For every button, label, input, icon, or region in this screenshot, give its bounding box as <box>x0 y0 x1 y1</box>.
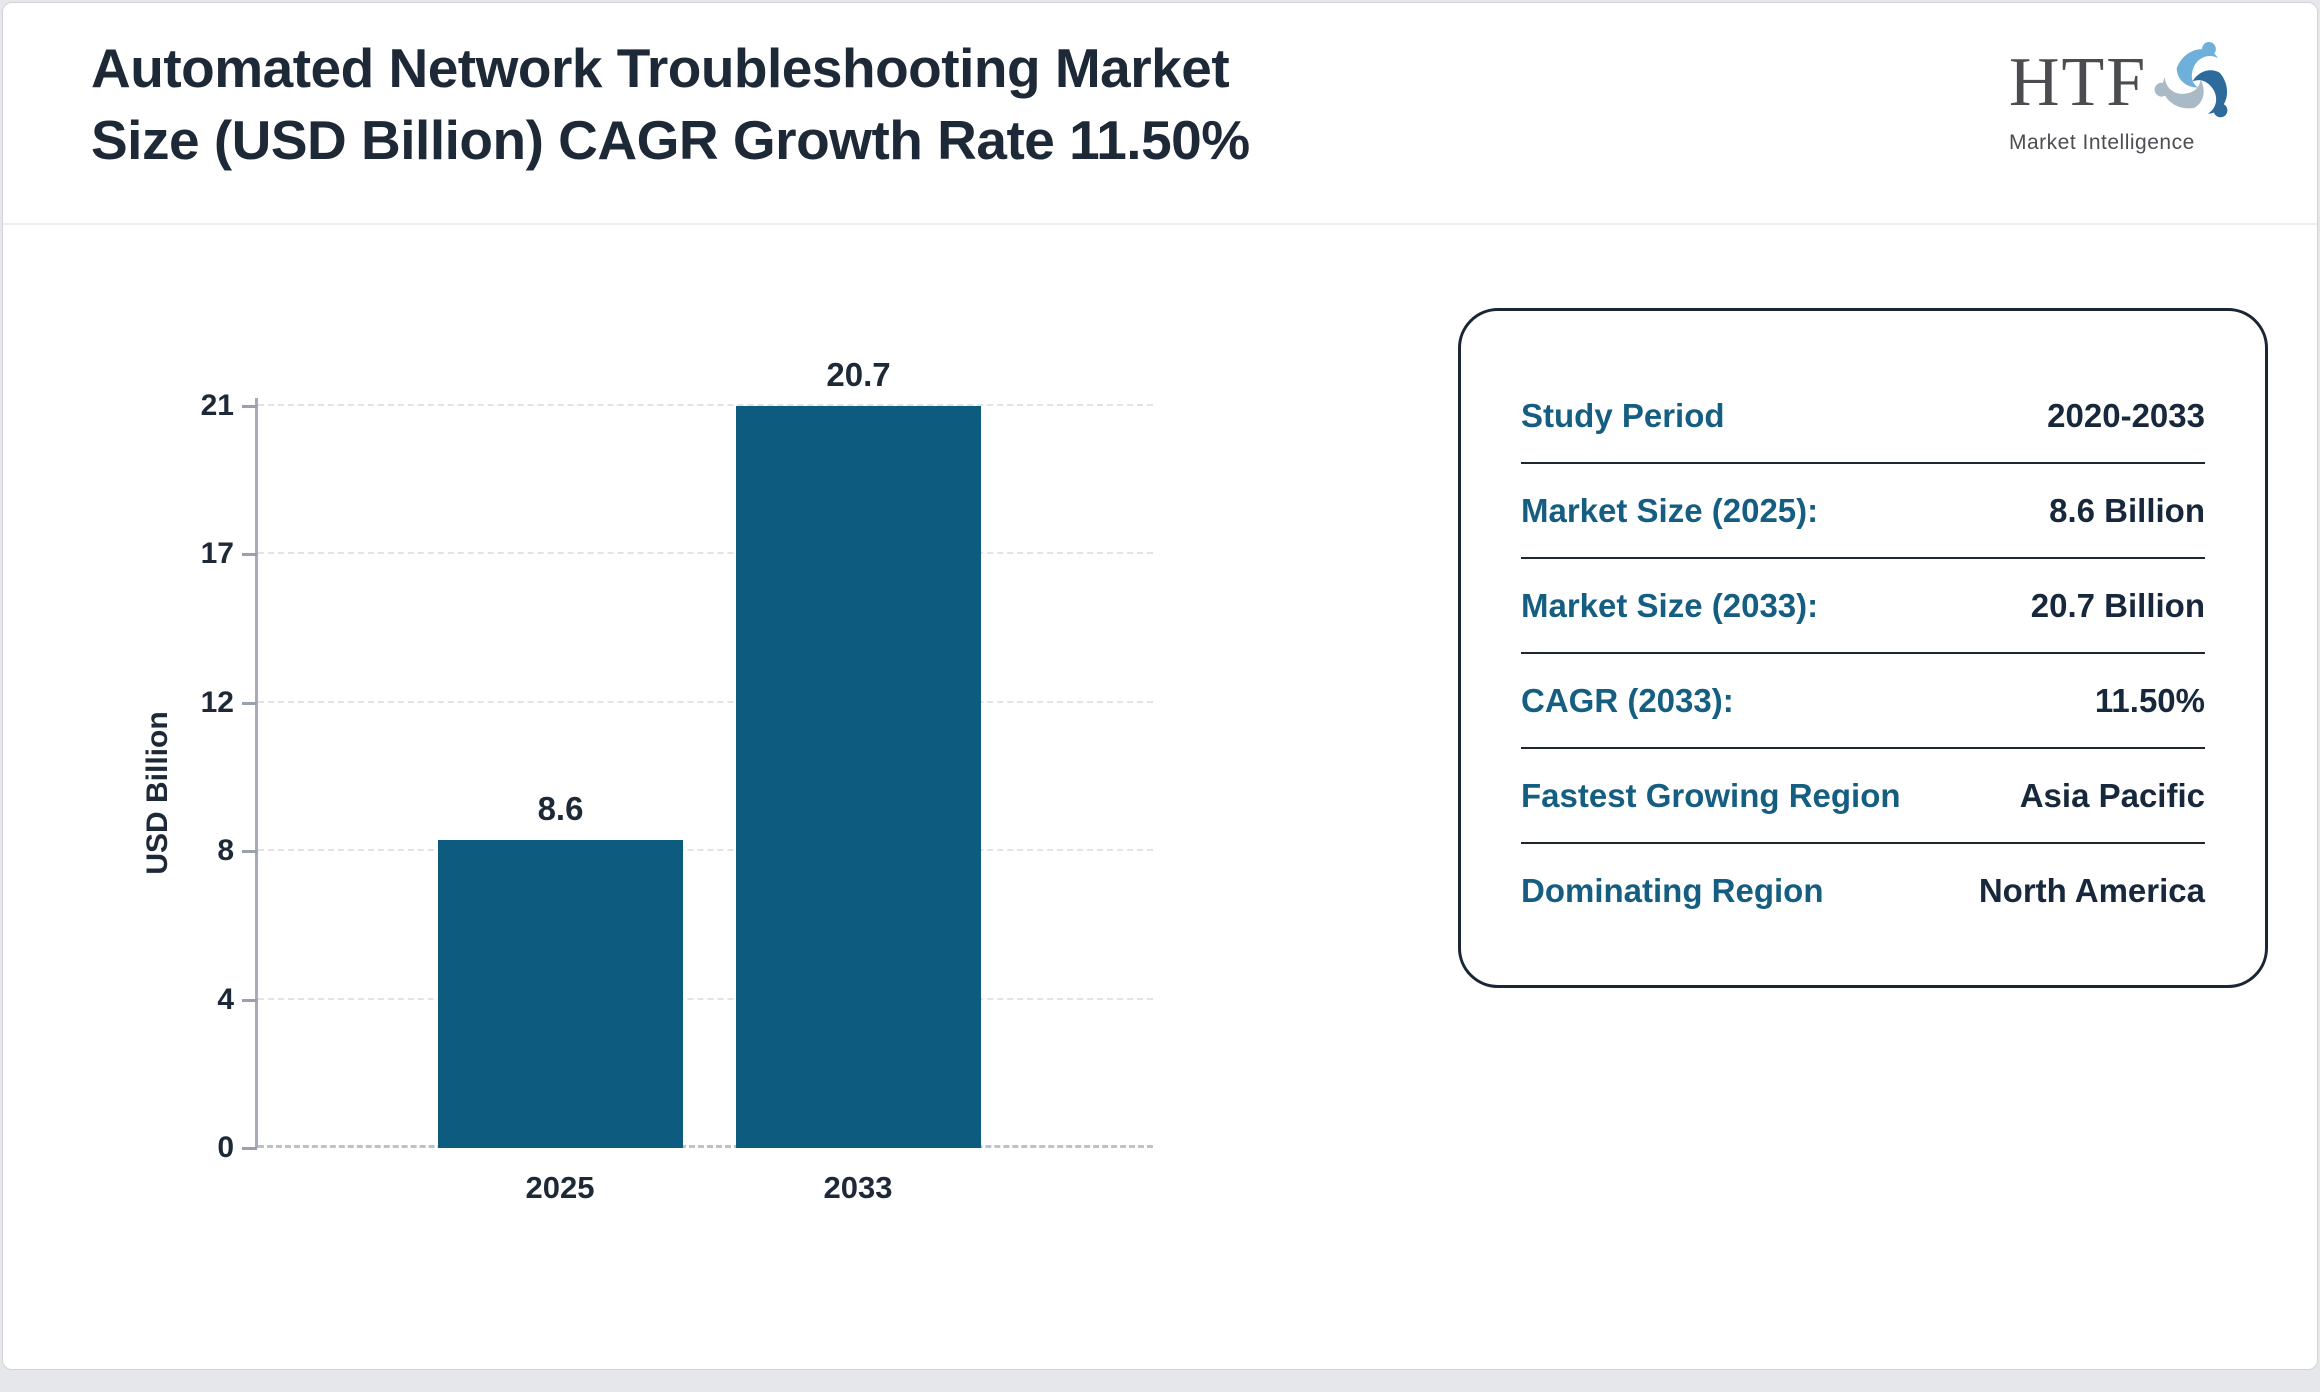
summary-label: CAGR (2033): <box>1521 681 1734 719</box>
htf-logo-subtitle: Market Intelligence <box>2009 131 2195 154</box>
summary-label: Dominating Region <box>1521 871 1824 909</box>
page-title-line-2: Size (USD Billion) CAGR Growth Rate 11.5… <box>91 108 1250 171</box>
summary-label: Market Size (2025): <box>1521 491 1819 529</box>
htf-swirl-icon <box>2151 42 2243 122</box>
summary-value: 11.50% <box>2094 681 2205 719</box>
gridline <box>258 404 1153 406</box>
gridline <box>258 552 1153 555</box>
bar-2025: 8.6 <box>438 790 683 1148</box>
y-tick-mark <box>242 553 257 557</box>
summary-row-cagr: CAGR (2033): 11.50% <box>1521 654 2205 749</box>
y-tick-label: 4 <box>217 982 234 1016</box>
y-tick-mark <box>242 1147 257 1150</box>
summary-value: Asia Pacific <box>2019 776 2205 814</box>
y-tick-label: 8 <box>217 834 234 868</box>
htf-logo: HTF Market Intelligence <box>2009 37 2269 155</box>
x-tick-label: 2025 <box>525 1170 595 1205</box>
summary-row-market-size-2025: Market Size (2025): 8.6 Billion <box>1521 464 2205 559</box>
summary-row-dominating-region: Dominating Region North America <box>1521 844 2205 937</box>
gridline <box>258 997 1153 1000</box>
y-tick-label: 17 <box>200 537 234 571</box>
y-tick-mark <box>242 998 257 1002</box>
y-axis-line <box>255 398 258 1148</box>
gridline <box>258 849 1153 852</box>
summary-row-fastest-growing-region: Fastest Growing Region Asia Pacific <box>1521 749 2205 844</box>
market-summary-panel: Study Period 2020-2033 Market Size (2025… <box>1458 308 2268 988</box>
summary-row-market-size-2033: Market Size (2033): 20.7 Billion <box>1521 559 2205 654</box>
bar-value-label: 20.7 <box>826 356 891 393</box>
summary-value: 20.7 Billion <box>2030 586 2205 624</box>
bar-chart: 0 4 8 12 17 21 8.6 20.7 2025 2033 <box>201 356 1153 1205</box>
gridline <box>258 700 1153 703</box>
bar-value-label: 8.6 <box>537 789 584 827</box>
y-tick-label: 21 <box>200 389 234 422</box>
htf-logo-acronym: HTF <box>2009 44 2148 121</box>
summary-value: North America <box>1978 871 2205 909</box>
y-tick-label: 12 <box>200 685 234 719</box>
header-divider <box>3 223 2317 225</box>
x-tick-label: 2033 <box>823 1170 893 1205</box>
htf-logo-top: HTF <box>2009 37 2269 129</box>
page-title: Automated Network Troubleshooting Market… <box>91 33 1391 176</box>
summary-label: Study Period <box>1521 396 1725 434</box>
summary-value: 2020-2033 <box>2047 396 2205 434</box>
summary-value: 8.6 Billion <box>2049 491 2205 529</box>
y-tick-mark <box>242 850 257 854</box>
y-tick-mark <box>242 701 257 705</box>
bar-2033: 20.7 <box>736 356 981 1148</box>
y-tick-mark <box>242 405 257 408</box>
y-tick-label: 0 <box>217 1131 234 1164</box>
summary-row-study-period: Study Period 2020-2033 <box>1521 369 2205 464</box>
summary-label: Market Size (2033): <box>1521 586 1819 624</box>
summary-label: Fastest Growing Region <box>1521 776 1901 814</box>
page-title-line-1: Automated Network Troubleshooting Market <box>91 37 1230 99</box>
gridline <box>258 1145 1153 1148</box>
